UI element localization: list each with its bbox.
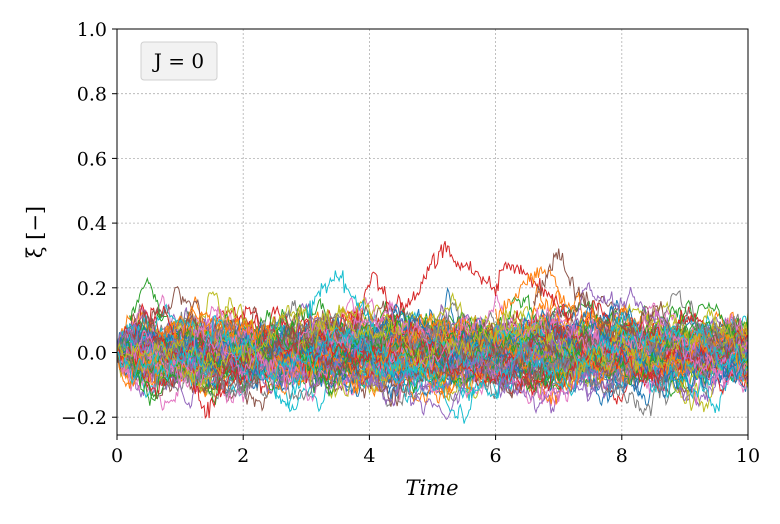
y-tick-label: 0.2: [77, 278, 107, 300]
legend-box: [140, 41, 218, 81]
notable-series-line: [129, 276, 162, 321]
x-tick-label: 4: [363, 445, 375, 467]
notable-series-line: [495, 265, 566, 326]
ticks: 0 2 4 6 8 10 −0.2 0.0 0.2 0.4 0.6 0.8 1.0: [61, 19, 760, 467]
notable-series-line: [305, 270, 377, 333]
y-axis-label: ξ [−]: [23, 206, 47, 258]
y-tick-label: 0.8: [77, 84, 107, 106]
notable-series-line: [192, 368, 238, 420]
legend: J = 0: [140, 41, 218, 81]
x-tick-label: 10: [736, 445, 760, 467]
y-tick-label: 1.0: [77, 19, 107, 41]
plot-frame: [116, 28, 749, 436]
series-line: [117, 317, 748, 417]
x-tick-label: 2: [237, 445, 249, 467]
notable-series-line: [533, 248, 591, 308]
y-tick-label: −0.2: [61, 407, 107, 429]
y-tick-label: 0.4: [77, 213, 107, 235]
x-tick-label: 8: [616, 445, 628, 467]
series-line: [117, 281, 748, 421]
series-line: [117, 315, 748, 424]
x-tick-label: 6: [490, 445, 502, 467]
legend-entry: J = 0: [152, 49, 204, 73]
y-tick-label: 0.6: [77, 148, 107, 170]
series-lines: [117, 241, 748, 424]
x-tick-label: 0: [111, 445, 123, 467]
series-line: [117, 304, 748, 376]
series-line: [117, 297, 748, 405]
series-line: [117, 321, 748, 397]
x-axis-label: Time: [405, 476, 458, 500]
series-line: [117, 301, 748, 407]
y-tick-label: 0.0: [77, 343, 107, 365]
series-line: [117, 294, 748, 389]
